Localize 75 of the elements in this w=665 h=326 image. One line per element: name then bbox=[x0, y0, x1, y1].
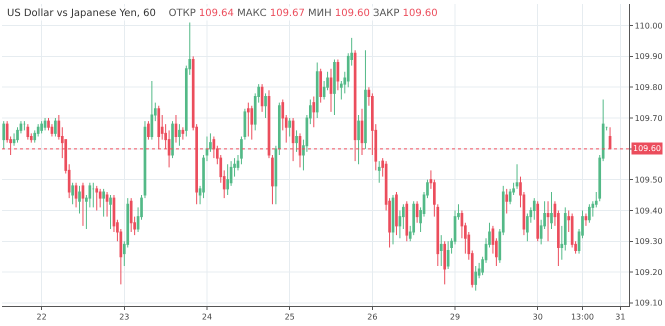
candlestick bbox=[288, 118, 292, 138]
candlestick bbox=[98, 188, 102, 208]
candlestick bbox=[109, 194, 112, 230]
candlestick bbox=[71, 182, 74, 205]
candlestick bbox=[550, 191, 553, 230]
candlestick bbox=[532, 198, 536, 220]
candlestick bbox=[130, 198, 133, 233]
x-tick-label: 30 bbox=[532, 312, 543, 322]
y-tick-label: 109.30 bbox=[634, 237, 663, 246]
candlestick bbox=[316, 62, 319, 119]
candlestick bbox=[378, 160, 381, 184]
y-tick-label: 109.90 bbox=[634, 52, 663, 62]
candlestick bbox=[23, 120, 26, 131]
candlestick bbox=[357, 114, 360, 165]
candlestick bbox=[405, 200, 408, 242]
x-tick-label: 29 bbox=[450, 312, 460, 322]
candlestick bbox=[246, 102, 250, 138]
y-tick-label: 109.50 bbox=[634, 175, 663, 184]
candlestick bbox=[95, 185, 98, 211]
x-tick-label: 31 bbox=[615, 312, 626, 322]
candlestick bbox=[102, 188, 105, 218]
candlestick bbox=[440, 234, 443, 266]
candlestick bbox=[584, 213, 588, 226]
candlestick bbox=[174, 114, 178, 144]
candlestick bbox=[364, 50, 367, 150]
candlestick bbox=[74, 182, 78, 208]
y-tick-label: 109.80 bbox=[634, 83, 663, 92]
candlestick bbox=[250, 105, 254, 140]
candlestick bbox=[150, 80, 154, 140]
candlestick bbox=[54, 118, 57, 138]
candlestick bbox=[474, 265, 478, 292]
candlestick bbox=[505, 188, 508, 214]
x-tick-label: 26 bbox=[367, 312, 378, 322]
candlestick bbox=[443, 240, 446, 285]
candlestick bbox=[330, 68, 332, 112]
candlestick bbox=[26, 124, 30, 140]
candlestick bbox=[416, 200, 418, 224]
candlestick bbox=[446, 240, 450, 270]
candlestick bbox=[182, 126, 184, 140]
x-tick-label: 22 bbox=[36, 312, 47, 322]
candlestick bbox=[536, 200, 540, 242]
candlestick bbox=[319, 68, 322, 104]
candlestick bbox=[295, 130, 298, 152]
candlestick bbox=[392, 194, 394, 245]
y-tick-label: 109.10 bbox=[634, 298, 663, 308]
y-tick-label: 109.70 bbox=[634, 114, 663, 123]
candlestick bbox=[264, 92, 267, 119]
candlestick bbox=[546, 200, 550, 242]
candlestick bbox=[106, 191, 108, 218]
candlestick bbox=[171, 120, 174, 159]
ref-line-label: 109.60 bbox=[633, 144, 661, 153]
candlestick bbox=[588, 204, 591, 224]
y-tick-label: 109.20 bbox=[634, 268, 663, 277]
candlestick bbox=[78, 185, 81, 214]
candlestick bbox=[260, 84, 264, 112]
y-tick-label: 110.00 bbox=[634, 21, 663, 30]
y-tick-label: 109.40 bbox=[634, 206, 663, 216]
chart-subtitle: ОТКР 109.64 МАКС 109.67 МИН 109.60 ЗАКР 109.60 bbox=[168, 8, 438, 19]
candlestick bbox=[147, 120, 150, 140]
candlestick bbox=[395, 191, 398, 236]
candlestick bbox=[312, 96, 316, 128]
candlestick bbox=[40, 120, 43, 134]
candlestick bbox=[226, 164, 229, 196]
candlestick bbox=[178, 124, 181, 146]
candlestick bbox=[2, 120, 6, 150]
x-tick-label: 23 bbox=[119, 312, 130, 322]
candlestick bbox=[44, 118, 46, 131]
candlestick bbox=[336, 58, 340, 91]
x-tick-label: 25 bbox=[284, 312, 295, 322]
chart-title: US Dollar vs Japanese Yen, 60 bbox=[7, 8, 156, 19]
x-tick-label: 13:00 bbox=[570, 312, 594, 322]
candlestick bbox=[92, 182, 95, 208]
x-tick-label: 24 bbox=[202, 312, 212, 322]
candlestick bbox=[82, 182, 84, 226]
candlestick bbox=[333, 58, 336, 116]
